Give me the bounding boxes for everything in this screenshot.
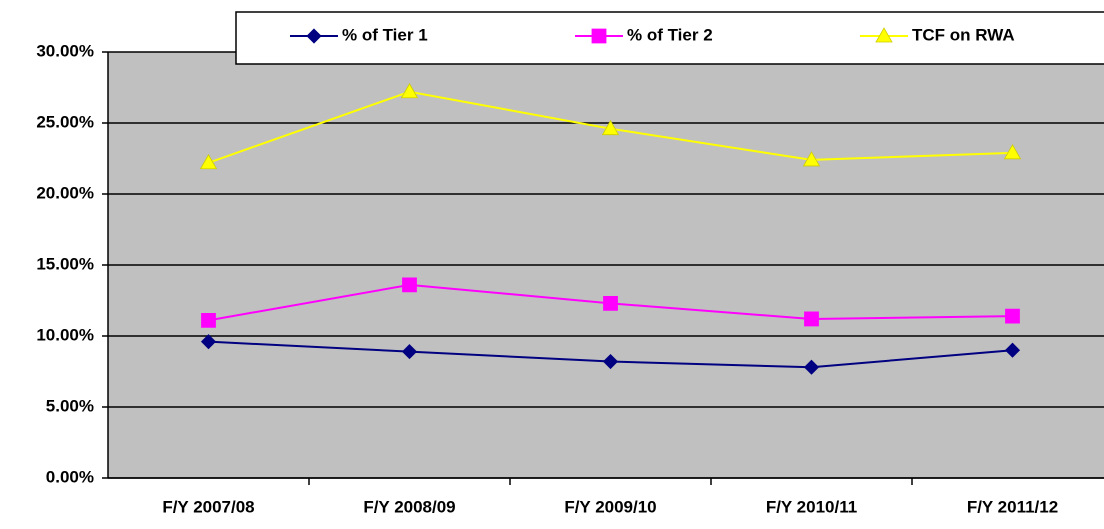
data-point [1003,144,1022,160]
data-point [401,344,418,360]
data-point [601,119,620,136]
legend-label: % of Tier 2 [627,25,713,44]
x-tick-label: F/Y 2010/11 [766,497,857,516]
data-point [804,311,819,327]
y-tick-label: 20.00% [36,183,94,202]
x-tick-label: F/Y 2011/12 [967,497,1058,516]
legend-label: TCF on RWA [912,25,1015,44]
legend-marker [306,28,322,44]
data-point [802,151,821,167]
y-tick-label: 30.00% [36,41,94,60]
y-tick-label: 10.00% [36,325,94,344]
data-point [803,359,820,375]
y-tick-label: 5.00% [46,396,94,415]
y-tick-label: 0.00% [46,467,94,486]
data-point [602,353,619,370]
data-point [1004,342,1021,358]
data-point [400,82,419,99]
x-tick-label: F/Y 2009/10 [564,497,656,516]
legend-marker [591,28,607,44]
legend-label: % of Tier 1 [342,25,428,44]
y-tick-label: 15.00% [36,254,94,273]
data-point [199,153,218,170]
x-tick-label: F/Y 2007/08 [162,497,254,516]
legend-marker [875,27,893,43]
data-point [402,277,417,293]
data-point [200,334,217,350]
data-point [603,295,618,311]
data-point [1005,308,1020,324]
legend [235,11,1104,65]
data-point [201,312,216,328]
y-tick-label: 25.00% [36,112,94,131]
x-tick-label: F/Y 2008/09 [363,497,455,516]
